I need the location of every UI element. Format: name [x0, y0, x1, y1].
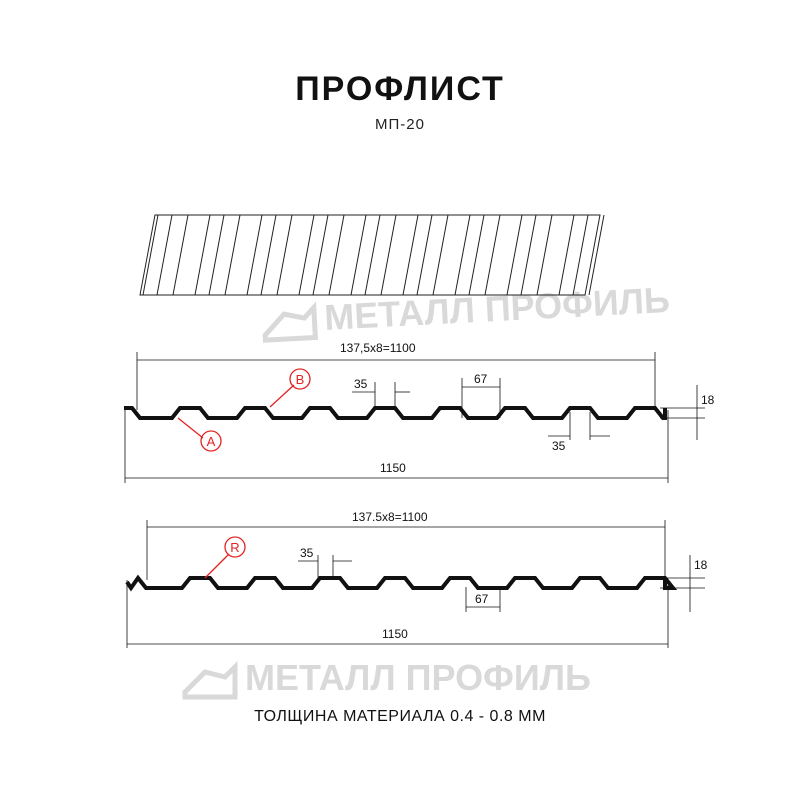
height-dimension: 18: [701, 393, 715, 407]
pitch-dimension: 137.5x8=1100: [352, 510, 428, 524]
height-dimension: 18: [694, 558, 708, 572]
rib-bottom-dimension: 67: [474, 372, 488, 386]
profile-2-line: [125, 574, 678, 592]
watermark-logo-1: МЕТАЛЛ ПРОФИЛЬ: [262, 279, 671, 343]
width-dimension: 1150: [382, 627, 408, 641]
valley-dimension: 35: [552, 439, 566, 453]
sheet-3d-view: [139, 214, 605, 296]
profile-2: 137.5x8=1100 1150 35 67 18 R: [125, 510, 708, 648]
rib-bottom-dimension: 67: [475, 592, 489, 606]
marker-b: B: [296, 372, 305, 387]
page-title: ПРОФЛИСТ: [295, 70, 505, 108]
rib-top-dimension: 35: [354, 377, 368, 391]
profile-1: 137,5x8=1100 1150 35 67 35 18 A B: [124, 341, 715, 483]
model-subtitle: МП-20: [375, 116, 425, 133]
watermark-text-1: МЕТАЛЛ ПРОФИЛЬ: [323, 279, 671, 338]
watermark-text-2: МЕТАЛЛ ПРОФИЛЬ: [245, 657, 591, 698]
material-thickness: ТОЛЩИНА МАТЕРИАЛА 0.4 - 0.8 ММ: [254, 708, 546, 725]
watermark-logo-2: МЕТАЛЛ ПРОФИЛЬ: [182, 657, 591, 700]
marker-a: A: [207, 434, 216, 449]
profile-1-line: [124, 406, 667, 420]
marker-r: R: [230, 540, 239, 555]
pitch-dimension: 137,5x8=1100: [340, 341, 416, 355]
width-dimension: 1150: [380, 461, 406, 475]
rib-top-dimension: 35: [300, 546, 314, 560]
